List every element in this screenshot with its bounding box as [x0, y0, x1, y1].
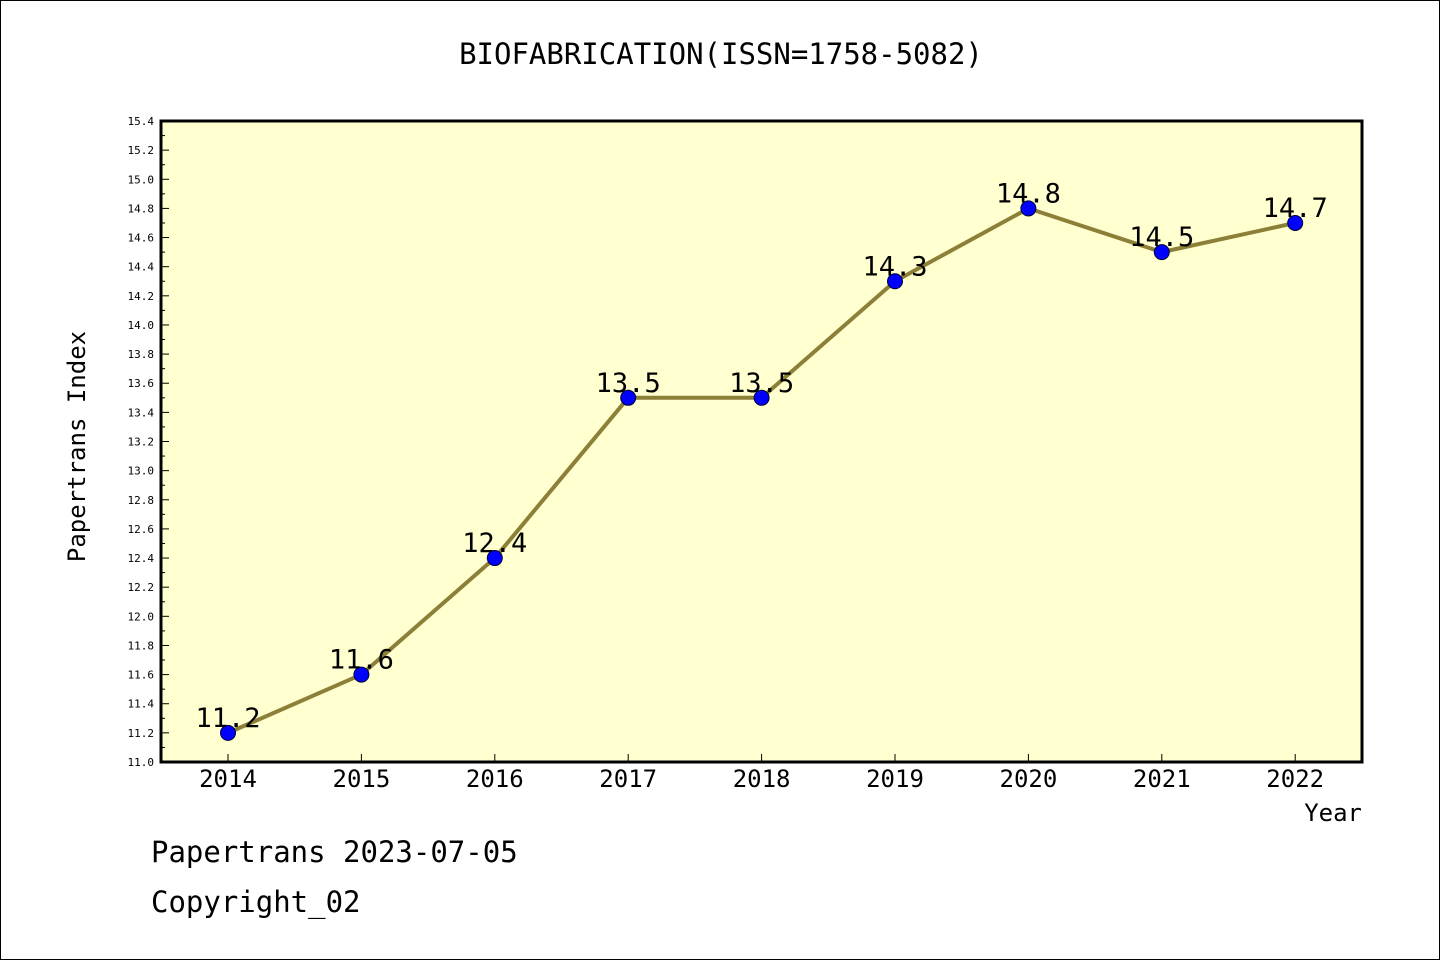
data-point [220, 724, 236, 741]
plot-area [161, 121, 1362, 762]
data-point [1020, 200, 1037, 217]
data-label: 13.5 [729, 368, 794, 399]
y-tick-label: 14.2 [128, 290, 155, 303]
data-label: 14.3 [862, 251, 927, 282]
data-point [753, 389, 770, 406]
chart-title: BIOFABRICATION(ISSN=1758-5082) [459, 37, 983, 71]
y-tick-label: 12.0 [128, 610, 155, 623]
y-tick-label: 12.6 [128, 523, 155, 536]
y-axis-label: Papertrans Index [63, 331, 91, 562]
data-label: 11.6 [329, 645, 394, 676]
y-tick-label: 14.0 [128, 319, 155, 332]
x-tick-label: 2016 [466, 765, 524, 793]
plot-frame [159, 119, 1364, 764]
data-point [1287, 214, 1304, 231]
y-tick-label: 13.8 [128, 348, 155, 361]
x-tick-label: 2019 [866, 765, 924, 793]
y-tick-label: 11.0 [128, 756, 155, 769]
footer-date: Papertrans 2023-07-05 [151, 835, 518, 869]
data-point [486, 550, 503, 567]
data-label: 11.2 [195, 703, 260, 734]
data-point [620, 389, 637, 406]
y-tick-label: 12.8 [128, 494, 155, 507]
data-point [1153, 244, 1170, 261]
y-tick-label: 15.4 [128, 115, 155, 128]
data-label: 14.5 [1129, 222, 1194, 253]
y-tick-label: 13.2 [128, 436, 155, 449]
y-tick-label: 13.4 [128, 406, 155, 419]
y-tick-label: 12.2 [128, 581, 155, 594]
x-tick-label: 2022 [1266, 765, 1324, 793]
y-tick-label: 11.6 [128, 669, 155, 682]
y-tick-label: 11.2 [128, 727, 155, 740]
y-tick-label: 14.6 [128, 232, 155, 245]
data-label: 14.7 [1263, 193, 1328, 224]
data-label: 14.8 [996, 178, 1061, 209]
x-tick-label: 2017 [599, 765, 657, 793]
x-tick-label: 2015 [333, 765, 391, 793]
data-label: 12.4 [462, 528, 527, 559]
y-tick-label: 13.6 [128, 377, 155, 390]
x-axis-label: Year [1304, 799, 1362, 827]
x-tick-label: 2014 [199, 765, 257, 793]
y-tick-label: 15.0 [128, 173, 155, 186]
x-tick-label: 2021 [1133, 765, 1191, 793]
y-tick-label: 12.4 [128, 552, 155, 565]
x-tick-label: 2018 [733, 765, 791, 793]
footer-copyright: Copyright_02 [151, 885, 361, 919]
y-tick-label: 11.4 [128, 698, 155, 711]
x-tick-label: 2020 [1000, 765, 1058, 793]
y-tick-label: 15.2 [128, 144, 155, 157]
y-tick-label: 14.4 [128, 261, 155, 274]
y-tick-label: 14.8 [128, 202, 155, 215]
y-tick-label: 11.8 [128, 639, 155, 652]
y-tick-label: 13.0 [128, 465, 155, 478]
data-point [353, 666, 370, 683]
data-label: 13.5 [596, 368, 661, 399]
data-point [887, 273, 903, 290]
